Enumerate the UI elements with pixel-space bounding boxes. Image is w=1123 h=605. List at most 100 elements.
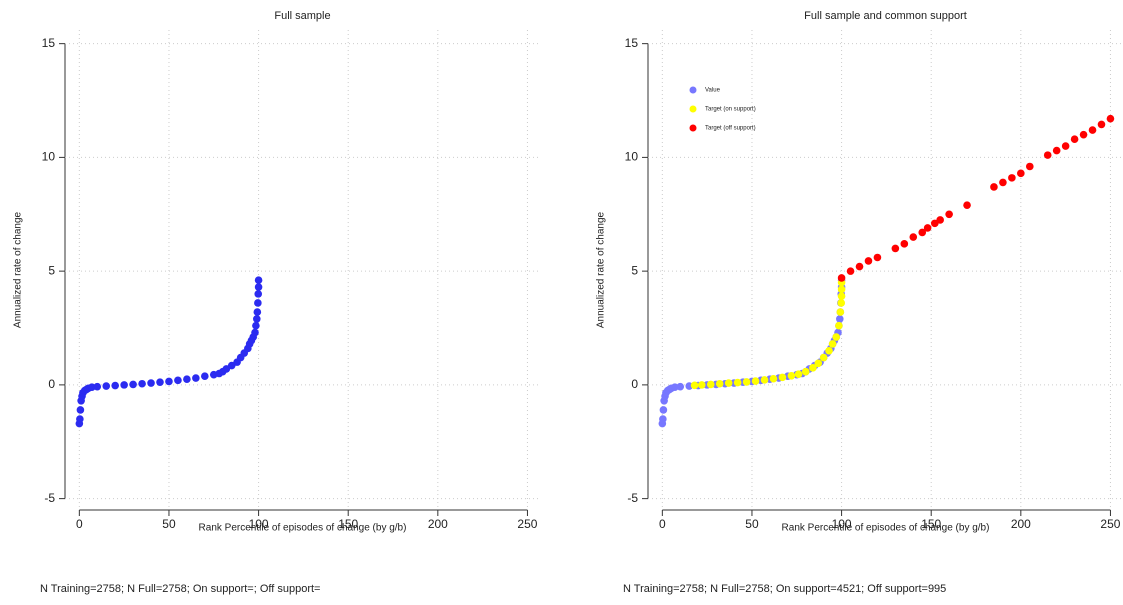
point <box>254 276 263 285</box>
point <box>715 379 724 388</box>
point <box>129 380 137 389</box>
y-tick-label: -5 <box>44 491 55 505</box>
x-tick-label: 150 <box>921 517 941 531</box>
point <box>93 382 102 391</box>
point <box>891 244 900 253</box>
point <box>936 216 944 224</box>
point <box>1088 126 1097 134</box>
point <box>873 253 882 262</box>
point <box>76 406 85 414</box>
point <box>659 406 668 414</box>
point <box>751 377 760 385</box>
point <box>252 321 260 330</box>
point <box>945 210 953 219</box>
point <box>909 233 918 241</box>
y-tick-label: 15 <box>625 36 639 50</box>
legend-marker <box>689 86 697 94</box>
point <box>120 381 128 389</box>
x-axis-label: Rank Percentile of episodes of change (b… <box>782 523 990 534</box>
x-tick-label: 0 <box>76 517 83 531</box>
legend-label: Target (off support) <box>705 126 756 132</box>
point <box>1061 142 1070 150</box>
y-tick-label: 5 <box>631 263 638 277</box>
point <box>1043 151 1052 159</box>
x-tick-label: 200 <box>428 517 448 531</box>
x-tick-label: 50 <box>745 517 759 531</box>
point <box>156 378 164 386</box>
point <box>963 201 971 209</box>
point <box>724 379 733 387</box>
point <box>1052 146 1061 155</box>
point <box>819 353 828 362</box>
chart-title: Full sample <box>274 10 330 22</box>
point <box>832 333 841 341</box>
point <box>165 377 173 386</box>
x-tick-label: 100 <box>249 517 269 531</box>
point <box>251 328 259 337</box>
x-axis-label: Rank Percentile of episodes of change (b… <box>199 523 407 534</box>
point <box>192 374 200 382</box>
point <box>787 371 796 380</box>
point <box>1097 120 1106 129</box>
legend-marker <box>689 124 697 132</box>
point <box>825 346 833 355</box>
point <box>855 262 864 271</box>
point <box>814 359 823 368</box>
point <box>828 340 837 348</box>
point <box>1017 169 1025 178</box>
x-tick-label: 200 <box>1011 517 1031 531</box>
point <box>254 283 263 291</box>
legend-label: Target (on support) <box>705 107 756 113</box>
point <box>809 364 817 372</box>
point <box>676 382 685 391</box>
point <box>864 257 873 265</box>
point <box>254 290 263 298</box>
y-tick-label: 10 <box>42 150 56 164</box>
point <box>837 285 846 294</box>
point <box>706 380 715 389</box>
legend-label: Value <box>705 88 721 94</box>
point <box>252 315 261 323</box>
x-tick-label: 50 <box>162 517 176 531</box>
point <box>918 228 927 237</box>
point <box>794 370 803 378</box>
y-axis-label: Annualized rate of change <box>596 211 607 328</box>
footnote: N Training=2758; N Full=2758; On support… <box>40 583 320 595</box>
point <box>659 415 667 423</box>
point <box>900 240 909 248</box>
footnote: N Training=2758; N Full=2758; On support… <box>623 583 946 595</box>
y-tick-label: 0 <box>631 377 638 391</box>
point <box>835 321 843 330</box>
point <box>1070 135 1079 143</box>
y-axis-label: Annualized rate of change <box>13 211 24 328</box>
y-tick-label: -5 <box>627 491 638 505</box>
y-tick-label: 10 <box>625 150 639 164</box>
point <box>999 178 1007 187</box>
point <box>742 378 751 386</box>
point <box>837 292 846 300</box>
point <box>254 299 262 307</box>
point <box>801 367 810 376</box>
x-tick-label: 100 <box>832 517 852 531</box>
legend-marker <box>689 105 697 113</box>
point <box>183 375 191 383</box>
x-tick-label: 250 <box>517 517 537 531</box>
point <box>760 376 769 384</box>
point <box>778 373 787 382</box>
x-tick-label: 150 <box>338 517 358 531</box>
point <box>174 376 182 385</box>
point <box>147 379 155 387</box>
point <box>111 381 119 390</box>
point <box>837 299 846 307</box>
point <box>102 382 111 390</box>
point <box>733 378 742 387</box>
point <box>836 308 845 316</box>
point <box>201 372 209 381</box>
point <box>253 308 262 316</box>
y-tick-label: 5 <box>48 263 55 277</box>
point <box>690 381 699 390</box>
point <box>846 267 855 275</box>
point <box>76 415 84 423</box>
point <box>1008 174 1016 182</box>
